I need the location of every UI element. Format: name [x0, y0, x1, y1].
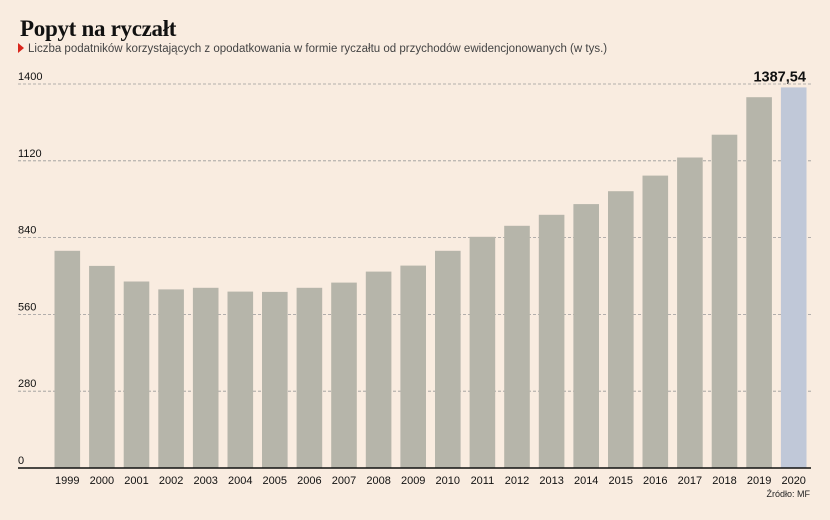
bar	[642, 175, 669, 468]
bar	[262, 291, 288, 468]
x-tick-label: 2015	[609, 475, 633, 487]
bar	[296, 287, 323, 468]
x-tick-label: 2020	[781, 475, 805, 487]
x-tick-label: 2016	[643, 475, 667, 487]
chart-title: Popyt na ryczałt	[20, 16, 177, 41]
x-tick-label: 2003	[193, 475, 217, 487]
y-tick-label: 1120	[18, 148, 42, 160]
x-tick-label: 1999	[55, 475, 79, 487]
x-tick-label: 2000	[90, 475, 114, 487]
bar	[608, 191, 634, 468]
bar	[711, 134, 738, 468]
x-tick-label: 2014	[574, 475, 598, 487]
x-tick-label: 2002	[159, 475, 183, 487]
bar	[365, 271, 392, 468]
x-tick-label: 2019	[747, 475, 771, 487]
y-tick-label: 0	[18, 455, 24, 467]
x-tick-label: 2009	[401, 475, 425, 487]
x-tick-label: 2006	[297, 475, 321, 487]
bar	[469, 236, 496, 468]
bar	[746, 97, 772, 468]
x-tick-label: 2007	[332, 475, 356, 487]
bar	[227, 291, 254, 468]
x-tick-label: 2005	[263, 475, 287, 487]
bar	[780, 87, 807, 469]
bar	[54, 250, 81, 468]
x-tick-label: 2004	[228, 475, 252, 487]
bar	[331, 282, 357, 468]
y-tick-label: 560	[18, 301, 36, 313]
x-tick-label: 2013	[539, 475, 563, 487]
data-label: 1387,54	[753, 69, 805, 85]
y-tick-label: 840	[18, 225, 36, 237]
x-tick-label: 2011	[471, 475, 495, 487]
x-tick-label: 2001	[124, 475, 148, 487]
bar	[573, 204, 599, 468]
triangle-marker-icon	[18, 43, 24, 53]
bar	[400, 265, 426, 468]
chart-subtitle-text: Liczba podatników korzystających z opoda…	[28, 43, 608, 55]
x-tick-label: 2010	[436, 475, 460, 487]
bar	[677, 157, 703, 468]
x-tick-label: 2008	[366, 475, 390, 487]
bar	[123, 281, 150, 468]
bar	[158, 289, 184, 468]
bar	[504, 225, 530, 468]
bar	[89, 265, 115, 468]
bar	[538, 214, 565, 468]
y-tick-label: 1400	[18, 71, 42, 83]
x-tick-label: 2017	[678, 475, 702, 487]
x-tick-label: 2012	[505, 475, 529, 487]
x-tick-label: 2018	[712, 475, 736, 487]
y-tick-label: 280	[18, 378, 36, 390]
source-note: Źródło: MF	[766, 489, 810, 499]
bar	[192, 287, 219, 468]
bar	[435, 250, 461, 468]
chart-subtitle: Liczba podatników korzystających z opoda…	[18, 43, 607, 55]
